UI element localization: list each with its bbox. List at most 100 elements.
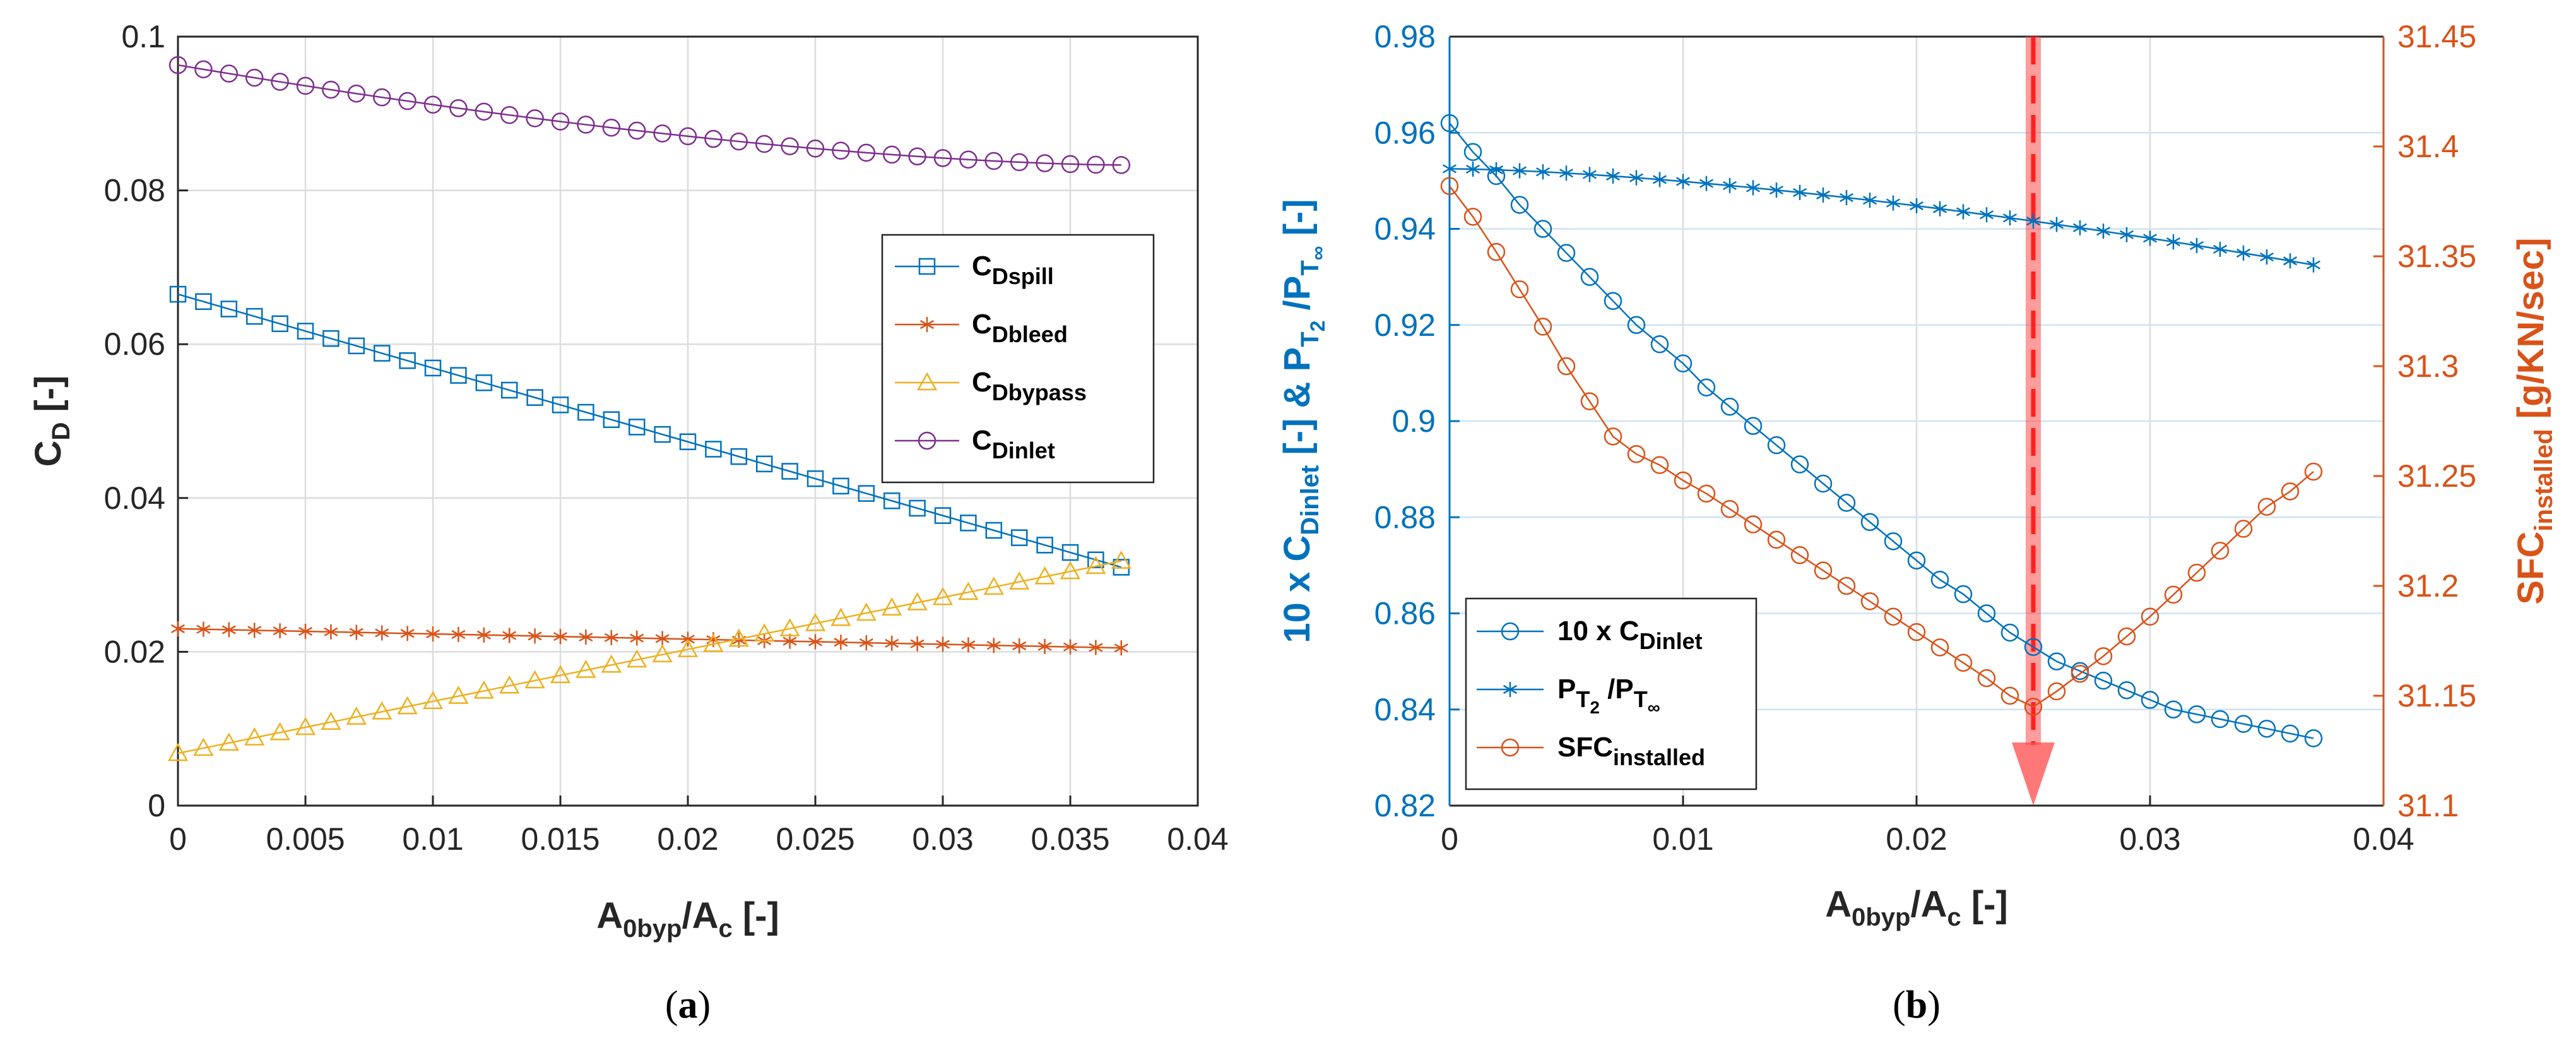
- panel-b-legend: 10 x CDinlet PT2 /PT∞ SFCinstalled: [1465, 597, 1758, 790]
- panel-a-x-tick-label: 0.025: [776, 821, 854, 857]
- panel-a-legend-marker: [919, 317, 935, 332]
- panel-b-point-PT2/PT∞: [1582, 167, 1597, 182]
- panel-b-point-PT2/PT∞: [2259, 249, 2274, 265]
- panel-b-legend-label: SFCinstalled: [1557, 732, 1705, 770]
- panel-b-point-PT2/PT∞: [1792, 184, 1807, 200]
- panel-b-point-PT2/PT∞: [1652, 172, 1667, 188]
- panel-a-legend-label: CDinlet: [972, 425, 1055, 463]
- panel-b-point-10 x CDinlet: [2257, 719, 2276, 738]
- panel-a-point-CDbypass: [1009, 571, 1030, 590]
- panel-a-point-CDbleed: [1012, 638, 1027, 654]
- panel-b-point-PT2/PT∞: [1769, 182, 1784, 198]
- panel-a-point-CDbypass: [422, 691, 444, 710]
- panel-a-point-CDbypass: [576, 659, 596, 678]
- panel-a-point-CDspill: [832, 477, 849, 495]
- panel-b-point-PT2/PT∞: [1932, 201, 1947, 217]
- panel-a-point-CDspill: [450, 367, 467, 384]
- panel-b-point-SFCinstalled: [1674, 471, 1693, 490]
- panel-b-point-SFCinstalled: [1907, 623, 1926, 641]
- panel-b-point-10 x CDinlet: [1790, 455, 1809, 474]
- panel-a-point-CDspill: [781, 463, 798, 480]
- panel-a-y-tick-label: 0: [148, 788, 165, 823]
- panel-a-point-CDbypass: [193, 737, 214, 756]
- panel-b-point-SFCinstalled: [1650, 456, 1669, 474]
- panel-b-point-SFCinstalled: [2164, 585, 2183, 604]
- panel-b-point-PT2/PT∞: [1699, 176, 1714, 191]
- panel-b-series-PT2/PT∞: [1442, 161, 2321, 273]
- panel-a-point-CDbleed: [196, 621, 211, 637]
- panel-a-point-CDbypass: [830, 607, 851, 626]
- panel-b-point-10 x CDinlet: [1440, 114, 1459, 133]
- panel-b-point-SFCinstalled: [1510, 280, 1529, 299]
- panel-b-point-SFCinstalled: [1720, 499, 1739, 518]
- panel-b-point-SFCinstalled: [2234, 520, 2253, 538]
- panel-b-point-PT2/PT∞: [2236, 245, 2251, 261]
- panel-b-point-SFCinstalled: [1767, 530, 1786, 549]
- panel-b-label: (b): [1893, 984, 1941, 1027]
- panel-a-point-CDinlet: [194, 60, 213, 79]
- panel-a-point-CDinlet: [857, 143, 876, 162]
- panel-a-point-CDbleed: [400, 626, 415, 641]
- panel-a-point-CDinlet: [220, 64, 239, 83]
- panel-a-point-CDinlet: [475, 102, 493, 121]
- panel-a-point-CDbypass: [448, 686, 469, 704]
- panel-a-point-CDbypass: [218, 732, 239, 751]
- panel-b-point-SFCinstalled: [2304, 462, 2323, 481]
- panel-a-point-CDinlet: [704, 129, 723, 148]
- panel-b-point-PT2/PT∞: [1675, 174, 1691, 189]
- panel-a-point-CDspill: [245, 307, 263, 325]
- panel-b-point-10 x CDinlet: [1557, 244, 1576, 262]
- panel-a-point-CDspill: [373, 345, 391, 362]
- panel-b-point-PT2/PT∞: [2283, 253, 2298, 269]
- panel-b-x-axis-label: A0byp/Ac [-]: [1825, 884, 2008, 931]
- panel-b-point-SFCinstalled: [2094, 647, 2113, 665]
- panel-a-series-CDinlet: [168, 56, 1131, 174]
- panel-a-point-CDbleed: [425, 626, 440, 642]
- panel-a-point-CDspill: [220, 301, 238, 318]
- panel-a-point-CDspill: [679, 433, 697, 451]
- panel-a-line-CDinlet: [177, 64, 1121, 166]
- panel-b-point-SFCinstalled: [1627, 444, 1646, 463]
- panel-a-line-CDbleed: [177, 628, 1121, 649]
- panel-a-point-CDinlet: [347, 84, 366, 103]
- panel-a-point-CDbypass: [601, 654, 622, 673]
- panel-b-point-10 x CDinlet: [1510, 196, 1529, 214]
- panel-b-left-y-tick-label: 0.98: [1374, 19, 1436, 54]
- panel-b-point-PT2/PT∞: [2002, 210, 2018, 226]
- panel-a-point-CDspill: [806, 470, 824, 487]
- panel-a-point-CDbleed: [961, 637, 976, 653]
- panel-a-point-CDspill: [577, 403, 594, 421]
- panel-b-x-tick-label: 0.02: [1886, 821, 1947, 857]
- panel-b-point-PT2/PT∞: [1909, 198, 1924, 214]
- panel-a-point-CDinlet: [551, 112, 570, 131]
- panel-a-point-CDbleed: [502, 628, 517, 643]
- panel-b-point-10 x CDinlet: [1977, 604, 1996, 623]
- panel-b-point-10 x CDinlet: [2000, 623, 2019, 642]
- panel-a-point-CDbypass: [882, 597, 902, 616]
- panel-a-point-CDbleed: [1114, 640, 1128, 656]
- panel-a-point-CDbypass: [856, 602, 877, 621]
- panel-a-point-CDinlet: [959, 150, 978, 169]
- panel-b-x-tick-label: 0.01: [1652, 821, 1713, 857]
- panel-b-point-SFCinstalled: [1487, 242, 1506, 261]
- panel-b-point-10 x CDinlet: [1604, 292, 1622, 310]
- panel-b-left-y-tick-label: 0.94: [1374, 212, 1436, 247]
- panel-b-right-y-tick-label: 31.3: [2397, 349, 2459, 384]
- panel-a-chart: 0 0.005 0.01 0.015 0.02 0.025 0.03 0.035 0.04 00…: [28, 19, 1229, 1027]
- panel-a-legend-marker: [918, 258, 936, 275]
- panel-a-y-axis-label: CD [-]: [28, 376, 75, 467]
- panel-a-point-CDbleed: [247, 623, 262, 638]
- panel-b-series-10 x CDinlet: [1440, 114, 2323, 748]
- panel-a-point-CDbleed: [579, 629, 593, 645]
- panel-b-point-10 x CDinlet: [2304, 729, 2323, 748]
- panel-b-point-PT2/PT∞: [2166, 234, 2181, 250]
- panel-a-point-CDspill: [500, 381, 518, 399]
- panel-a-point-CDbypass: [779, 618, 800, 636]
- panel-b-line-10 x CDinlet: [1449, 122, 2314, 739]
- panel-b-point-10 x CDinlet: [1744, 417, 1763, 435]
- panel-b-point-SFCinstalled: [2117, 627, 2136, 646]
- panel-a-x-tick-label: 0.035: [1031, 821, 1109, 857]
- panel-a-point-CDbypass: [167, 742, 189, 761]
- panel-b-point-PT2/PT∞: [2072, 220, 2088, 235]
- panel-a-point-CDbypass: [346, 706, 367, 725]
